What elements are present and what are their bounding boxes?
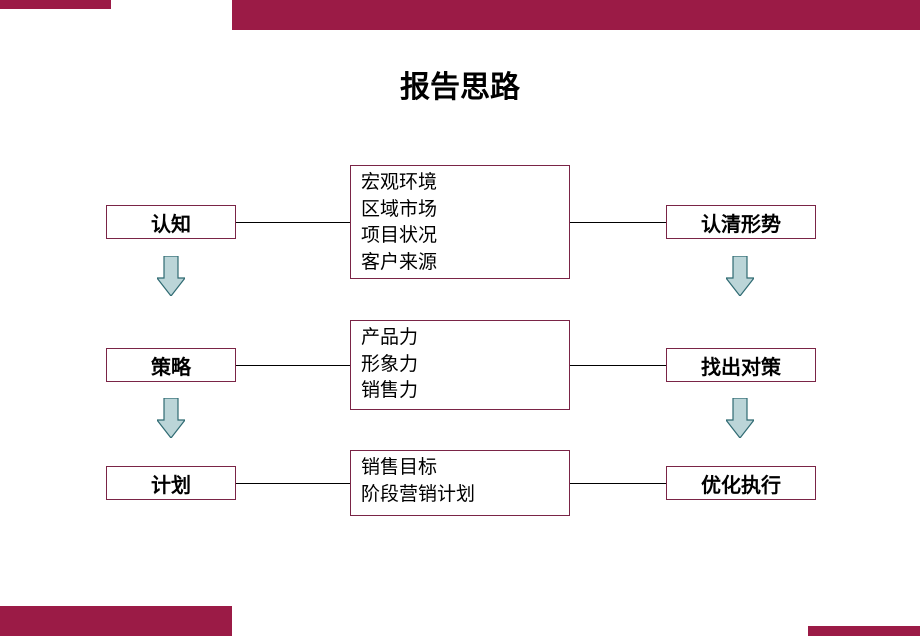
mid-box-0-line-3: 客户来源 [361, 250, 559, 277]
mid-box-1: 产品力形象力销售力 [350, 320, 570, 410]
down-arrow-icon [157, 256, 185, 296]
down-arrow-icon [726, 398, 754, 438]
mid-box-1-line-0: 产品力 [361, 325, 559, 352]
mid-box-0-line-1: 区域市场 [361, 197, 559, 224]
mid-box-0-line-2: 项目状况 [361, 223, 559, 250]
connector-left-0 [236, 222, 350, 223]
right-box-0: 认清形势 [666, 205, 816, 239]
left-box-2: 计划 [106, 466, 236, 500]
mid-box-2: 销售目标阶段营销计划 [350, 450, 570, 516]
down-arrow-icon [726, 256, 754, 296]
down-arrow-icon [157, 398, 185, 438]
mid-box-2-line-0: 销售目标 [361, 455, 559, 482]
connector-left-2 [236, 483, 350, 484]
right-box-1: 找出对策 [666, 348, 816, 382]
connector-left-1 [236, 365, 350, 366]
accent-bar-bottom_left [0, 606, 232, 636]
right-box-2: 优化执行 [666, 466, 816, 500]
mid-box-1-line-1: 形象力 [361, 352, 559, 379]
connector-right-2 [570, 483, 666, 484]
slide-canvas: { "canvas": { "width": 920, "height": 63… [0, 0, 920, 636]
accent-bar-bottom_right [808, 626, 920, 636]
mid-box-2-line-1: 阶段营销计划 [361, 482, 559, 509]
mid-box-0: 宏观环境区域市场项目状况客户来源 [350, 165, 570, 279]
left-box-1: 策略 [106, 348, 236, 382]
mid-box-1-line-2: 销售力 [361, 378, 559, 405]
page-title: 报告思路 [0, 62, 920, 106]
left-box-0: 认知 [106, 205, 236, 239]
accent-bar-right [232, 0, 920, 30]
accent-bar-top [0, 0, 111, 9]
mid-box-0-line-0: 宏观环境 [361, 170, 559, 197]
connector-right-0 [570, 222, 666, 223]
connector-right-1 [570, 365, 666, 366]
